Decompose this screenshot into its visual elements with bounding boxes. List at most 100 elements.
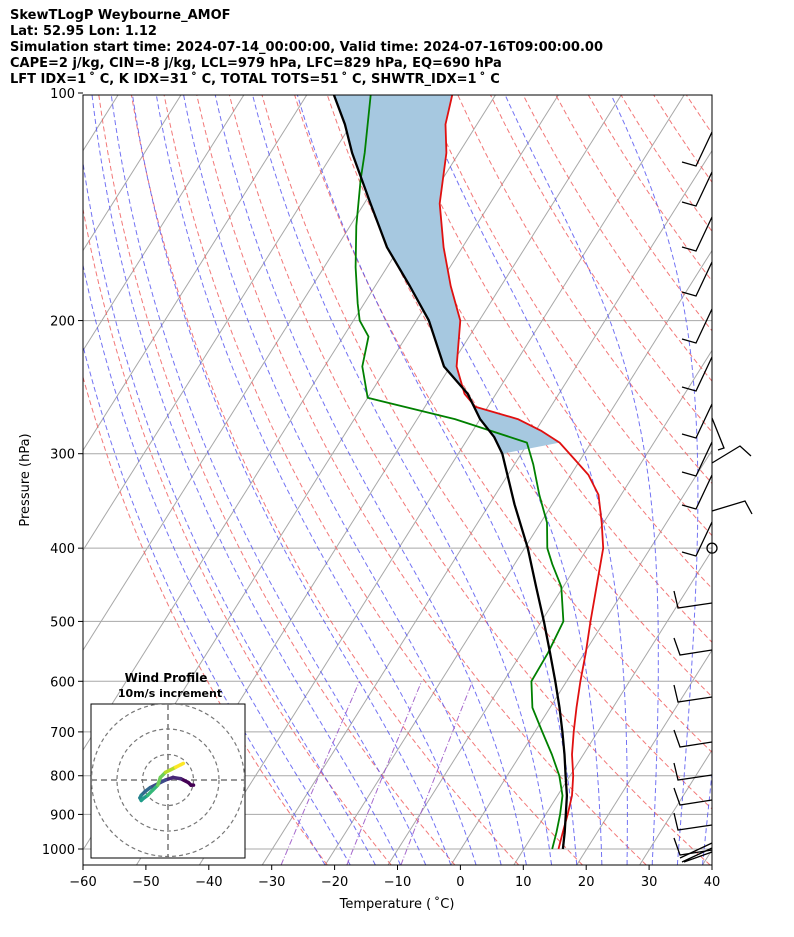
isotherm-line <box>83 95 434 652</box>
isotherm-line <box>387 349 712 865</box>
dry-adiabat-line <box>83 206 392 865</box>
isotherm-line <box>198 95 685 865</box>
dry-adiabat-line <box>196 95 647 865</box>
hodograph-subtitle: 10m/s increment <box>118 687 222 700</box>
y-axis-label: Pressure (hPa) <box>18 433 33 526</box>
wind-barb <box>681 474 713 510</box>
hodograph-inset: Wind Profile 10m/s increment <box>90 671 246 859</box>
dry-adiabat-line <box>228 95 711 865</box>
y-tick-label: 900 <box>50 808 75 823</box>
x-tick-label: 20 <box>578 875 595 890</box>
axes: −60 −50 −40 −30 −20 −10 0 10 20 30 40 1000 900 800 700… <box>42 87 720 890</box>
wind-barb <box>681 171 713 207</box>
moist-adiabat-line <box>110 95 427 865</box>
mixing-ratio-line <box>346 681 423 865</box>
calm-wind-marker <box>706 542 718 554</box>
dry-adiabat-line <box>294 95 712 753</box>
dry-adiabat-line <box>130 95 520 865</box>
x-tick-label: −40 <box>195 875 222 890</box>
wind-barb <box>681 216 713 252</box>
moist-adiabat-line <box>252 95 553 865</box>
x-tick-label: −10 <box>384 875 411 890</box>
isotherm-line <box>261 149 712 865</box>
moist-adiabat-line <box>296 95 578 865</box>
dry-adiabat-line <box>392 95 712 590</box>
moist-adiabat-line <box>132 95 452 865</box>
x-axis-label: Temperature ( ˚C) <box>339 896 455 912</box>
dry-adiabat-line <box>261 95 712 810</box>
dry-adiabat-line <box>457 95 712 485</box>
moist-adiabat-line <box>91 95 402 865</box>
wind-barb <box>673 812 713 831</box>
isotherm-line <box>83 95 371 552</box>
time-line: Simulation start time: 2024-07-14_00:00:… <box>10 40 603 55</box>
x-tick-label: 40 <box>704 875 721 890</box>
x-tick-label: 0 <box>456 875 464 890</box>
profile-lines <box>332 95 605 850</box>
isotherm-line <box>576 649 712 865</box>
x-tick-label: 10 <box>515 875 532 890</box>
chart-header: SkewTLogP Weybourne_AMOF Lat: 52.95 Lon:… <box>10 8 603 88</box>
dry-adiabat-line <box>489 95 712 433</box>
location-line: Lat: 52.95 Lon: 1.12 <box>10 24 157 39</box>
wind-barb <box>673 762 713 781</box>
dewpoint-line <box>354 95 565 850</box>
hodograph-segment <box>179 761 186 767</box>
isotherm-line <box>702 849 712 865</box>
isotherm-line <box>83 95 245 352</box>
wind-barb <box>679 842 713 863</box>
wind-barb <box>673 590 713 609</box>
moist-adiabat-line <box>155 95 477 865</box>
wind-barb <box>711 500 753 515</box>
cape-area <box>333 95 560 454</box>
x-tick-label: −50 <box>132 875 159 890</box>
wind-barb <box>673 787 713 806</box>
y-tick-label: 400 <box>50 542 75 557</box>
dry-adiabat-line <box>83 375 328 865</box>
chart-title: SkewTLogP Weybourne_AMOF <box>10 8 231 23</box>
hodograph-content <box>91 704 245 858</box>
mixing-ratio-line <box>400 681 473 865</box>
wind-barb <box>673 684 713 703</box>
dry-adiabat-line <box>620 95 712 233</box>
wind-barb <box>711 417 752 464</box>
wind-barb <box>673 837 713 856</box>
y-tick-label: 100 <box>50 87 75 102</box>
dry-adiabat-line <box>783 93 794 865</box>
moist-adiabat-line <box>504 95 659 865</box>
background-lines <box>83 93 794 865</box>
dry-adiabat-line <box>718 93 794 865</box>
y-tick-label: 700 <box>50 726 75 741</box>
moist-adiabat-line <box>183 95 502 865</box>
isotherm-line <box>450 449 712 865</box>
wind-barb <box>673 729 713 748</box>
wind-barb <box>673 637 713 656</box>
parcel-line <box>332 95 569 850</box>
isotherm-line <box>83 95 308 452</box>
isotherm-line <box>83 95 182 252</box>
moist-adiabat-line <box>83 343 326 865</box>
y-tick-label: 600 <box>50 675 75 690</box>
isotherm-line <box>324 249 712 865</box>
mixing-ratio-line <box>280 681 360 865</box>
dry-adiabat-line <box>587 95 712 282</box>
cape-fill <box>333 95 560 454</box>
params-line-1: CAPE=2 j/kg, CIN=-8 j/kg, LCL=979 hPa, L… <box>10 56 502 71</box>
y-tick-label: 200 <box>50 315 75 330</box>
dry-adiabat-line <box>359 95 712 643</box>
hodograph-title: Wind Profile <box>125 671 208 685</box>
dry-adiabat-line <box>424 95 712 537</box>
y-tick-label: 300 <box>50 448 75 463</box>
temperature-line <box>438 95 605 850</box>
params-line-2: LFT IDX=1 ˚ C, K IDX=31 ˚ C, TOTAL TOTS=… <box>10 72 500 87</box>
isotherm-line <box>765 93 794 865</box>
x-tick-label: −60 <box>69 875 96 890</box>
dry-adiabat-line <box>163 95 583 865</box>
isotherm-line <box>513 549 712 865</box>
moist-adiabat-line <box>419 95 628 865</box>
dry-adiabat-line <box>653 95 712 183</box>
moist-adiabat-line <box>83 262 351 865</box>
x-tick-label: −20 <box>321 875 348 890</box>
dry-adiabat-line <box>685 95 712 135</box>
